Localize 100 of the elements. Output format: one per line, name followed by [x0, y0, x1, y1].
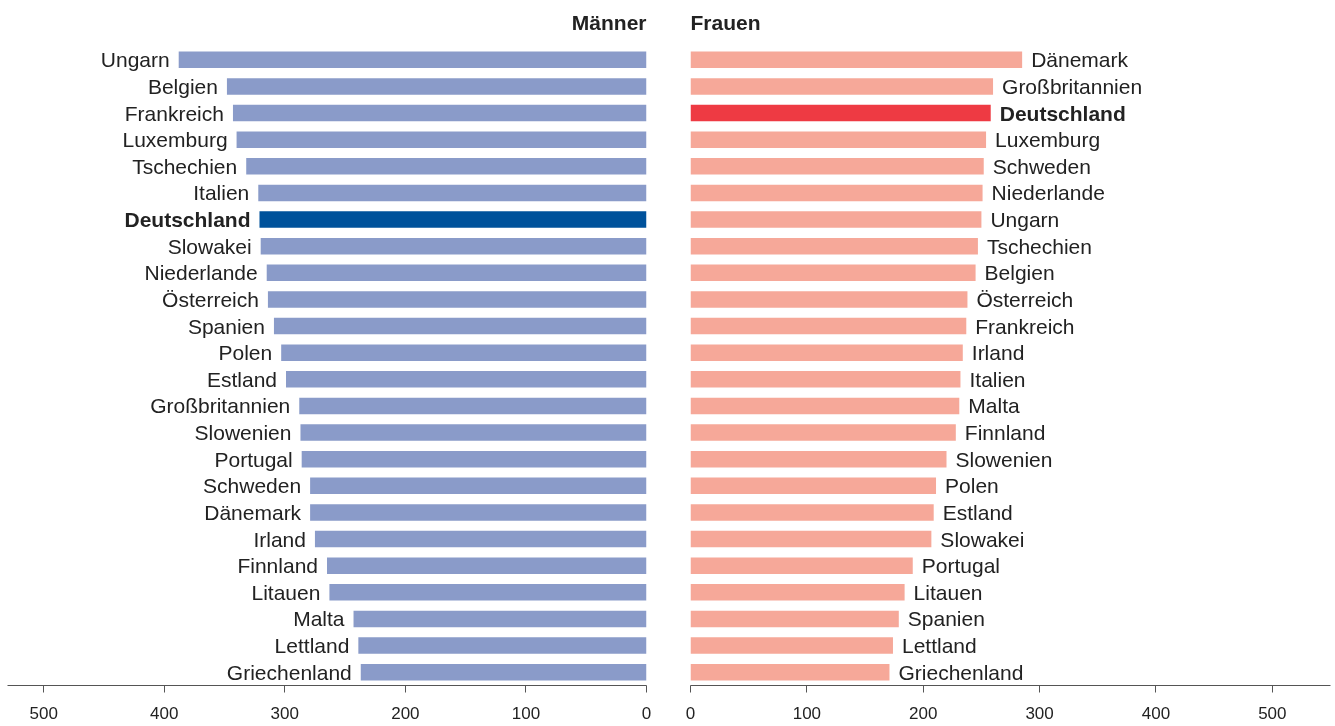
bar	[690, 450, 947, 468]
x-tick-label: 400	[1141, 703, 1171, 723]
x-tick-label: 200	[909, 703, 938, 723]
y-tick-label: Griechenland	[226, 660, 352, 684]
x-tick-label: 500	[29, 703, 58, 723]
bar	[690, 211, 982, 228]
x-tick-label: 0	[641, 703, 652, 723]
bar	[690, 477, 937, 495]
bar	[260, 237, 647, 255]
y-tick-label: Spanien	[907, 607, 985, 631]
bar	[358, 637, 647, 654]
bar	[353, 610, 647, 628]
bar	[246, 158, 647, 175]
y-tick-label: Lettland	[274, 634, 350, 658]
bar	[314, 530, 647, 548]
bar	[690, 291, 968, 308]
y-tick-label: Finnland	[964, 421, 1046, 445]
chart-title: Männer	[571, 10, 647, 34]
y-tick-label: Finnland	[237, 554, 319, 578]
y-tick-label: Litauen	[913, 580, 983, 604]
bar	[232, 104, 647, 122]
bar	[690, 131, 987, 148]
bar	[360, 663, 647, 681]
y-tick-label: Litauen	[251, 580, 321, 604]
y-tick-label: Portugal	[214, 447, 293, 471]
bar	[301, 450, 647, 468]
bar	[310, 477, 647, 495]
bar	[690, 504, 934, 521]
y-tick-label: Ungarn	[990, 208, 1060, 232]
bar	[690, 530, 932, 548]
bar	[690, 584, 905, 601]
bar	[690, 424, 956, 441]
bar	[267, 291, 647, 308]
bar	[690, 317, 967, 335]
bar	[690, 663, 890, 681]
y-tick-label: Dänemark	[204, 500, 302, 524]
y-tick-label: Estland	[206, 367, 278, 391]
bar	[178, 51, 647, 69]
x-tick-label: 300	[270, 703, 299, 723]
y-tick-label: Italien	[969, 367, 1026, 391]
bar	[690, 397, 960, 415]
y-tick-label: Schweden	[992, 154, 1091, 178]
bar	[690, 78, 994, 95]
y-tick-label: Italien	[193, 181, 250, 205]
y-tick-label: Österreich	[162, 287, 259, 311]
bar	[690, 371, 961, 388]
y-tick-label: Luxemburg	[122, 128, 228, 152]
bar	[258, 184, 647, 202]
y-tick-label: Malta	[293, 607, 345, 631]
y-tick-label: Spanien	[187, 314, 265, 338]
bar	[329, 584, 647, 601]
y-tick-label: Großbritannien	[150, 394, 291, 418]
bar	[281, 344, 647, 361]
bar	[690, 557, 913, 574]
bar	[690, 237, 978, 255]
y-tick-label: Frankreich	[975, 314, 1075, 338]
y-tick-label: Slowakei	[167, 234, 252, 258]
y-tick-label: Ungarn	[100, 48, 170, 72]
x-tick-label: 100	[511, 703, 541, 723]
chart-title: Frauen	[690, 10, 761, 34]
y-tick-label: Deutschland	[999, 101, 1126, 125]
bar	[300, 424, 647, 441]
x-tick-label: 0	[685, 703, 696, 723]
bar	[266, 264, 647, 282]
bar	[236, 131, 647, 148]
y-tick-label: Lettland	[901, 634, 977, 658]
bar	[690, 610, 899, 628]
bar	[273, 317, 647, 335]
y-tick-label: Frankreich	[124, 101, 224, 125]
y-tick-label: Deutschland	[124, 208, 251, 232]
bar	[690, 344, 963, 361]
y-tick-label: Slowenien	[194, 421, 292, 445]
y-tick-label: Luxemburg	[995, 128, 1101, 152]
y-tick-label: Österreich	[976, 287, 1074, 311]
y-tick-label: Niederlande	[991, 181, 1105, 205]
bar	[690, 104, 991, 122]
x-tick-label: 500	[1258, 703, 1287, 723]
bar	[690, 637, 893, 654]
y-tick-label: Irland	[971, 341, 1025, 365]
y-tick-label: Griechenland	[898, 660, 1024, 684]
x-tick-label: 400	[150, 703, 179, 723]
y-tick-label: Tschechien	[986, 234, 1092, 258]
y-tick-label: Slowenien	[955, 447, 1053, 471]
bar	[310, 504, 647, 521]
bar	[286, 371, 647, 388]
x-tick-label: 200	[391, 703, 420, 723]
y-tick-label: Schweden	[203, 474, 302, 498]
y-tick-label: Polen	[218, 341, 273, 365]
bar	[259, 211, 647, 228]
y-tick-label: Niederlande	[144, 261, 258, 285]
y-tick-label: Malta	[968, 394, 1020, 418]
y-tick-label: Portugal	[921, 554, 1000, 578]
bar	[690, 264, 976, 282]
x-tick-label: 300	[1025, 703, 1054, 723]
bar	[690, 51, 1023, 69]
y-tick-label: Irland	[253, 527, 306, 551]
bar	[690, 158, 984, 175]
y-tick-label: Polen	[945, 474, 999, 498]
y-tick-label: Tschechien	[132, 154, 238, 178]
y-tick-label: Belgien	[984, 261, 1055, 285]
